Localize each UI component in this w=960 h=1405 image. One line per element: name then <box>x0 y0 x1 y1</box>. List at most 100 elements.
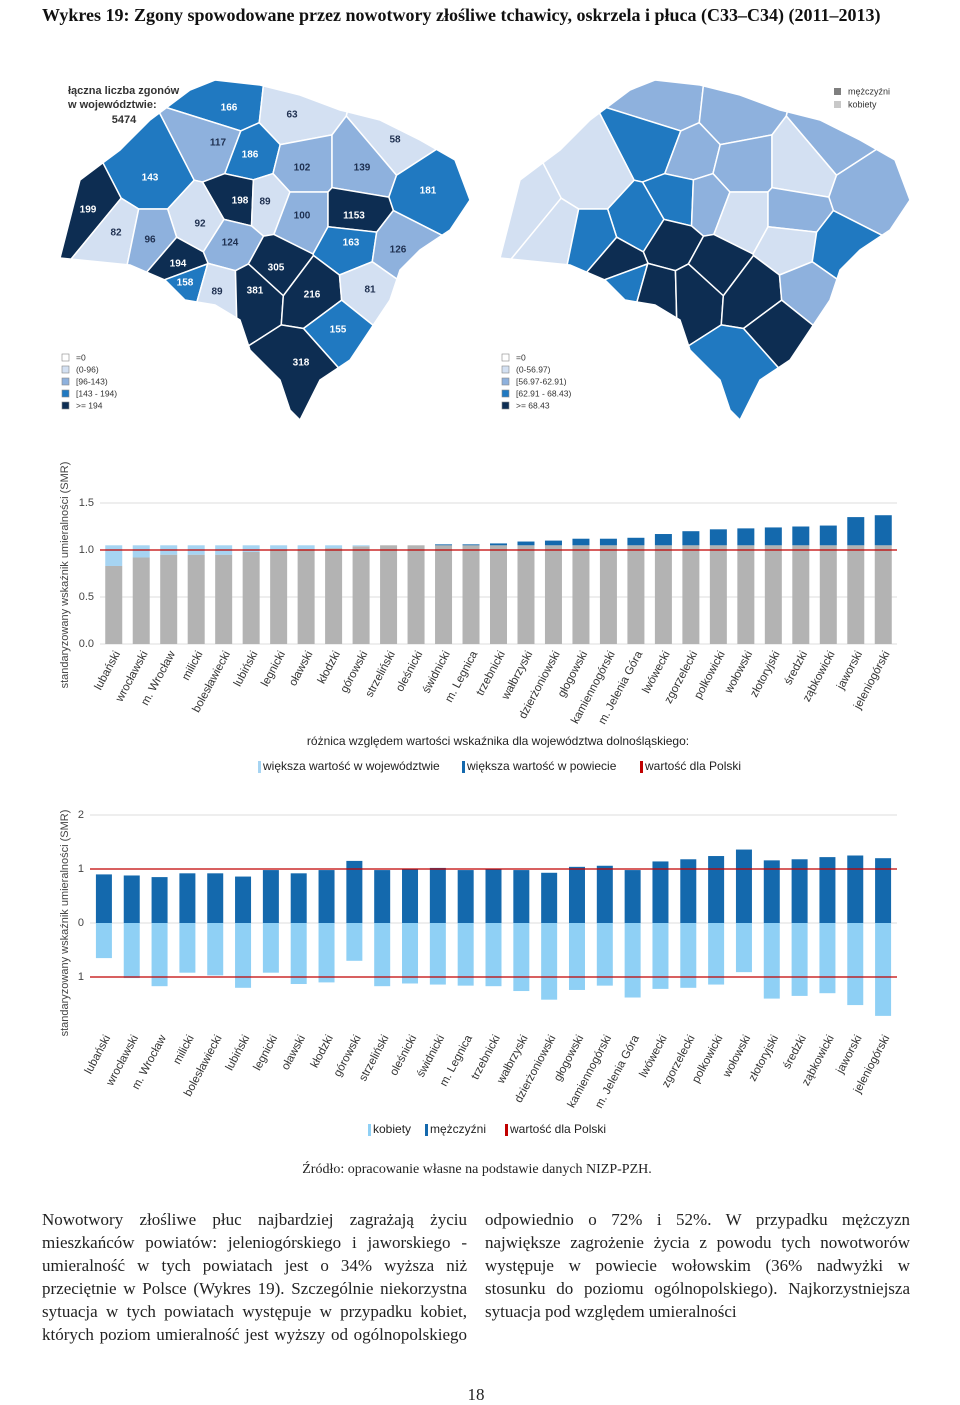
bar <box>290 873 307 923</box>
legend-swatch <box>501 401 510 410</box>
difference-segment <box>544 540 562 546</box>
x-tick-label: legnicki <box>252 1033 281 1073</box>
bar <box>160 554 178 644</box>
bar <box>290 923 307 985</box>
bar <box>374 870 391 923</box>
x-tick-label: lubiński <box>224 1033 253 1073</box>
bar <box>680 859 697 923</box>
legend-label: =0 <box>76 352 86 362</box>
county-value: 155 <box>330 325 347 336</box>
difference-segment <box>105 545 123 566</box>
bar <box>513 870 530 923</box>
y-tick-label: 2 <box>78 809 84 821</box>
difference-segment <box>627 537 645 546</box>
map-total: 5474 <box>112 114 137 126</box>
x-tick-label: oleśnicki <box>394 649 425 694</box>
bar <box>682 545 700 644</box>
bar <box>764 545 782 644</box>
bar <box>179 923 196 973</box>
legend-label: większa wartość w powiecie <box>466 759 617 773</box>
county-value: 96 <box>144 235 156 246</box>
x-tick-label: lubański <box>93 649 123 692</box>
legend-swatch <box>61 401 70 410</box>
legend-label: mężczyźni <box>848 86 890 96</box>
bar <box>380 545 398 644</box>
bar <box>874 545 892 644</box>
difference-segment <box>819 525 837 546</box>
county-value: 199 <box>80 205 97 216</box>
county-value: 126 <box>390 245 407 256</box>
map-caption: łączna liczba zgonów <box>68 85 180 97</box>
bar <box>151 923 168 987</box>
county-value: 318 <box>293 358 310 369</box>
bar <box>709 545 727 644</box>
legend-swatch <box>501 377 510 386</box>
difference-segment <box>599 538 617 546</box>
bar <box>215 554 233 644</box>
y-tick-label: 1 <box>78 971 84 983</box>
difference-segment <box>462 544 480 546</box>
difference-segment <box>435 544 453 546</box>
legend-label: [62.91 - 68.43) <box>516 388 571 398</box>
bar <box>875 923 892 1016</box>
county-value: 305 <box>268 263 285 274</box>
y-tick-label: 1 <box>78 863 84 875</box>
bar <box>763 923 780 999</box>
legend-label: >= 194 <box>76 400 103 410</box>
bar <box>318 923 335 983</box>
bar <box>544 545 562 644</box>
x-tick-label: średzki <box>781 1033 809 1071</box>
county-value: 58 <box>389 135 401 146</box>
county-value: 1153 <box>343 211 365 222</box>
bar <box>270 550 288 644</box>
county-value: 92 <box>194 219 206 230</box>
bar <box>105 565 123 644</box>
legend-label: [143 - 194) <box>76 388 117 398</box>
bar <box>123 875 140 923</box>
bar <box>708 923 725 985</box>
bar <box>151 877 168 923</box>
difference-segment <box>792 526 810 546</box>
x-tick-label: milicki <box>180 649 205 682</box>
difference-segment <box>490 543 507 546</box>
bar <box>875 858 892 923</box>
county-value: 216 <box>304 290 321 301</box>
county-value: 81 <box>364 285 376 296</box>
x-tick-label: lubański <box>83 1033 113 1076</box>
legend-swatch <box>501 353 510 362</box>
paragraph: Nowotwory złośliwe płuc najbardziej zagr… <box>42 1210 910 1344</box>
legend-swatch <box>501 389 510 398</box>
x-tick-label: jaworski <box>835 649 866 692</box>
bar <box>599 545 617 644</box>
county-value: 194 <box>170 259 187 270</box>
x-tick-label: kłodzki <box>309 1033 336 1070</box>
bar <box>132 557 150 644</box>
county-value: 181 <box>420 186 437 197</box>
bar <box>541 923 558 1000</box>
difference-segment <box>325 545 343 549</box>
bar <box>457 923 474 986</box>
bar <box>262 923 279 973</box>
difference-segment <box>847 517 865 546</box>
bar <box>627 545 645 644</box>
legend-label: kobiety <box>373 1122 411 1136</box>
bar <box>652 861 669 923</box>
county-value: 166 <box>221 103 238 114</box>
bar <box>297 549 315 644</box>
bar <box>654 545 672 644</box>
county-value: 158 <box>177 278 194 289</box>
y-tick-label: 0 <box>78 917 84 929</box>
county-value: 139 <box>354 163 371 174</box>
bar <box>462 545 480 644</box>
legend-swatch <box>505 1124 508 1136</box>
legend-swatch <box>258 761 261 773</box>
bar <box>847 923 864 1006</box>
legend-label: >= 68.43 <box>516 400 550 410</box>
legend-swatch <box>61 353 70 362</box>
county-value: 63 <box>286 110 298 121</box>
county-value: 163 <box>343 238 360 249</box>
legend-swatch <box>61 365 70 374</box>
bar <box>624 870 641 923</box>
difference-segment <box>572 538 590 546</box>
bar <box>596 865 613 923</box>
